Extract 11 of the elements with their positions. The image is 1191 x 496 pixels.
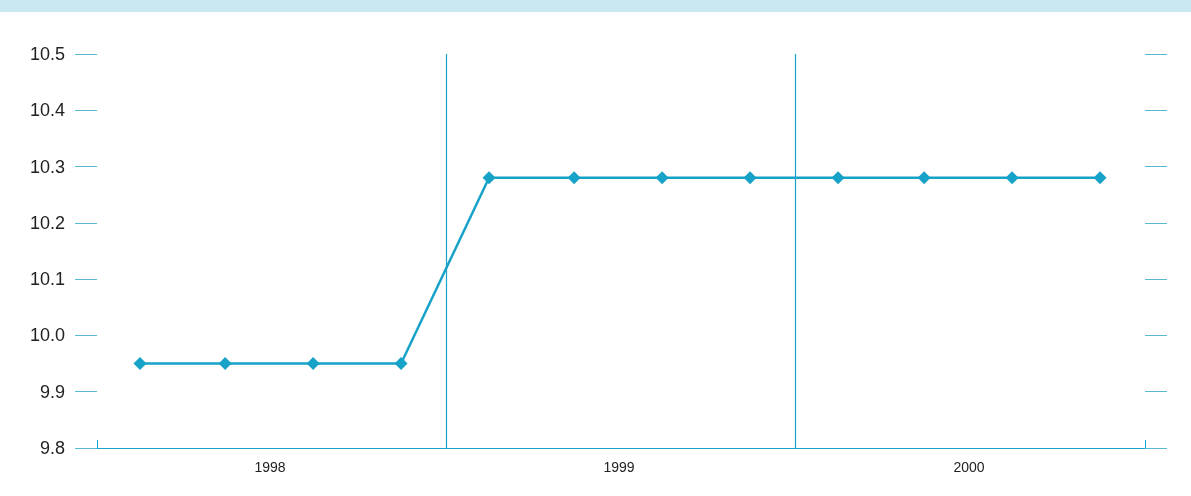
x-tick-label: 1998 <box>254 459 286 475</box>
y-tick-label: 9.9 <box>39 381 65 402</box>
y-tick-label: 10.1 <box>29 269 65 290</box>
y-tick-label: 10.0 <box>29 325 65 346</box>
y-tick-label: 10.3 <box>29 156 65 177</box>
y-tick-label: 9.8 <box>39 438 65 458</box>
y-tick-label: 10.2 <box>29 212 65 233</box>
x-tick-label: 1999 <box>603 459 635 475</box>
y-tick-label: 10.4 <box>29 100 65 121</box>
x-tick-label: 2000 <box>953 459 985 475</box>
y-tick-label: 10.5 <box>29 44 65 64</box>
